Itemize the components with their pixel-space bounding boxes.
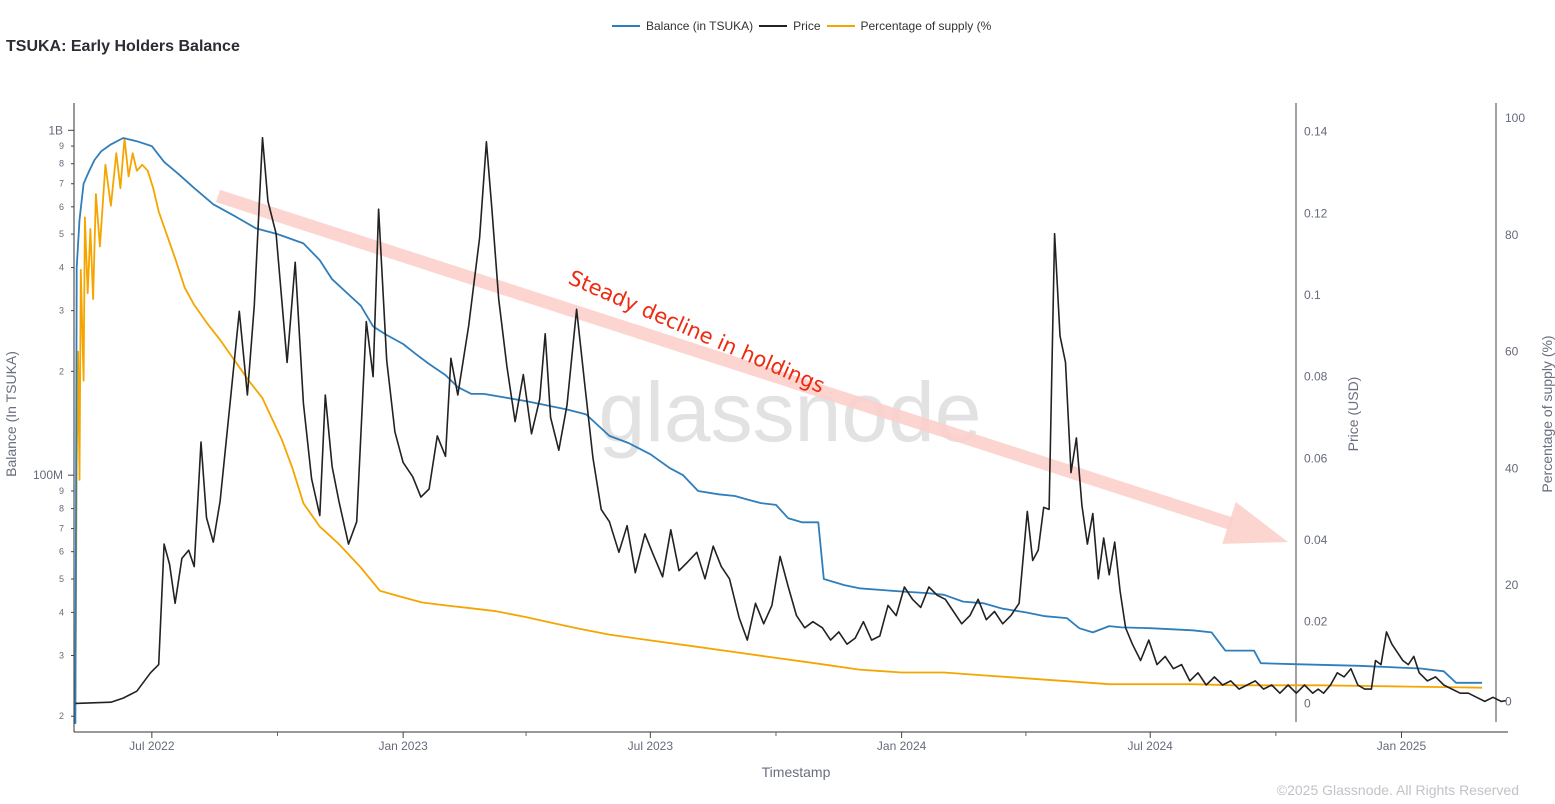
x-tick-label: Jan 2025 (1377, 739, 1427, 753)
y-left-minor-tick-label: 5 (59, 574, 64, 584)
y-left-minor-tick-label: 2 (59, 366, 64, 376)
y-left-minor-tick-label: 8 (59, 504, 64, 514)
y-left-minor-tick-label: 3 (59, 650, 64, 660)
y-pct-tick-label: 80 (1505, 228, 1519, 242)
chart-title: TSUKA: Early Holders Balance (6, 38, 240, 55)
y-price-tick-label: 0.06 (1304, 451, 1328, 465)
legend-label-balance: Balance (in TSUKA) (646, 19, 754, 33)
trend-arrow (215, 189, 1288, 544)
legend-item-percentage[interactable]: Percentage of supply (% (826, 19, 992, 33)
y-left-minor-tick-label: 7 (59, 524, 64, 534)
legend-swatch-price (759, 25, 788, 27)
series-line-balance (74, 137, 1483, 724)
legend-item-price[interactable]: Price (759, 19, 821, 33)
y-left-minor-tick-label: 6 (59, 547, 64, 557)
y-price-tick-label: 0.1 (1304, 288, 1321, 302)
y-left-minor-tick-label: 4 (59, 263, 64, 273)
x-tick-label: Jan 2024 (877, 739, 927, 753)
copyright-notice: ©2025 Glassnode. All Rights Reserved (1276, 782, 1519, 798)
x-tick-label: Jul 2022 (129, 739, 175, 753)
x-tick-label: Jul 2024 (1127, 739, 1173, 753)
x-tick-label: Jul 2023 (628, 739, 674, 753)
legend-label-percentage: Percentage of supply (% (860, 19, 992, 33)
y-left-minor-tick-label: 7 (59, 179, 64, 189)
chart-legend: Balance (in TSUKA) Price Percentage of s… (612, 18, 997, 34)
y-pct-tick-label: 40 (1505, 461, 1519, 475)
y-price-tick-label: 0 (1304, 696, 1311, 710)
y-left-axis-label: Balance (In TSUKA) (3, 351, 19, 477)
y-left-minor-tick-label: 9 (59, 486, 64, 496)
y-left-minor-tick-label: 6 (59, 202, 64, 212)
y-pct-tick-label: 60 (1505, 345, 1519, 359)
y-price-tick-label: 0.14 (1304, 125, 1328, 139)
y-left-minor-tick-label: 8 (59, 159, 64, 169)
y-left-minor-tick-label: 9 (59, 141, 64, 151)
x-tick-label: Jan 2023 (378, 739, 428, 753)
y-left-tick-label: 100M (33, 468, 63, 482)
y-price-tick-label: 0.02 (1304, 615, 1328, 629)
legend-swatch-balance (612, 25, 640, 27)
legend-swatch-percentage (826, 25, 855, 27)
y-price-tick-label: 0.12 (1304, 206, 1328, 220)
legend-label-price: Price (793, 19, 821, 33)
y-price-tick-label: 0.08 (1304, 370, 1328, 384)
y-price-tick-label: 0.04 (1304, 533, 1328, 547)
x-axis-label: Timestamp (762, 764, 831, 780)
y-left-tick-label: 1B (48, 123, 63, 137)
y-pct-tick-label: 0 (1505, 695, 1512, 709)
y-pct-axis-label: Percentage of supply (%) (1539, 335, 1555, 492)
series-line-percentage (74, 137, 1483, 699)
y-left-minor-tick-label: 5 (59, 229, 64, 239)
series-layer (74, 136, 1507, 724)
y-left-minor-tick-label: 2 (59, 711, 64, 721)
y-price-axis-label: Price (USD) (1345, 377, 1361, 452)
y-pct-tick-label: 20 (1505, 578, 1519, 592)
y-pct-tick-label: 100 (1505, 111, 1525, 125)
trend-arrow-head (1222, 501, 1288, 544)
series-line-price (75, 136, 1507, 705)
plot-frame (73, 103, 1508, 733)
y-left-minor-tick-label: 3 (59, 306, 64, 316)
legend-item-balance[interactable]: Balance (in TSUKA) (612, 19, 753, 33)
y-left-minor-tick-label: 4 (59, 607, 64, 617)
trend-arrow-shaft (215, 189, 1235, 531)
axes-layer: 1B100M987654329876543200.020.040.060.080… (33, 111, 1525, 753)
